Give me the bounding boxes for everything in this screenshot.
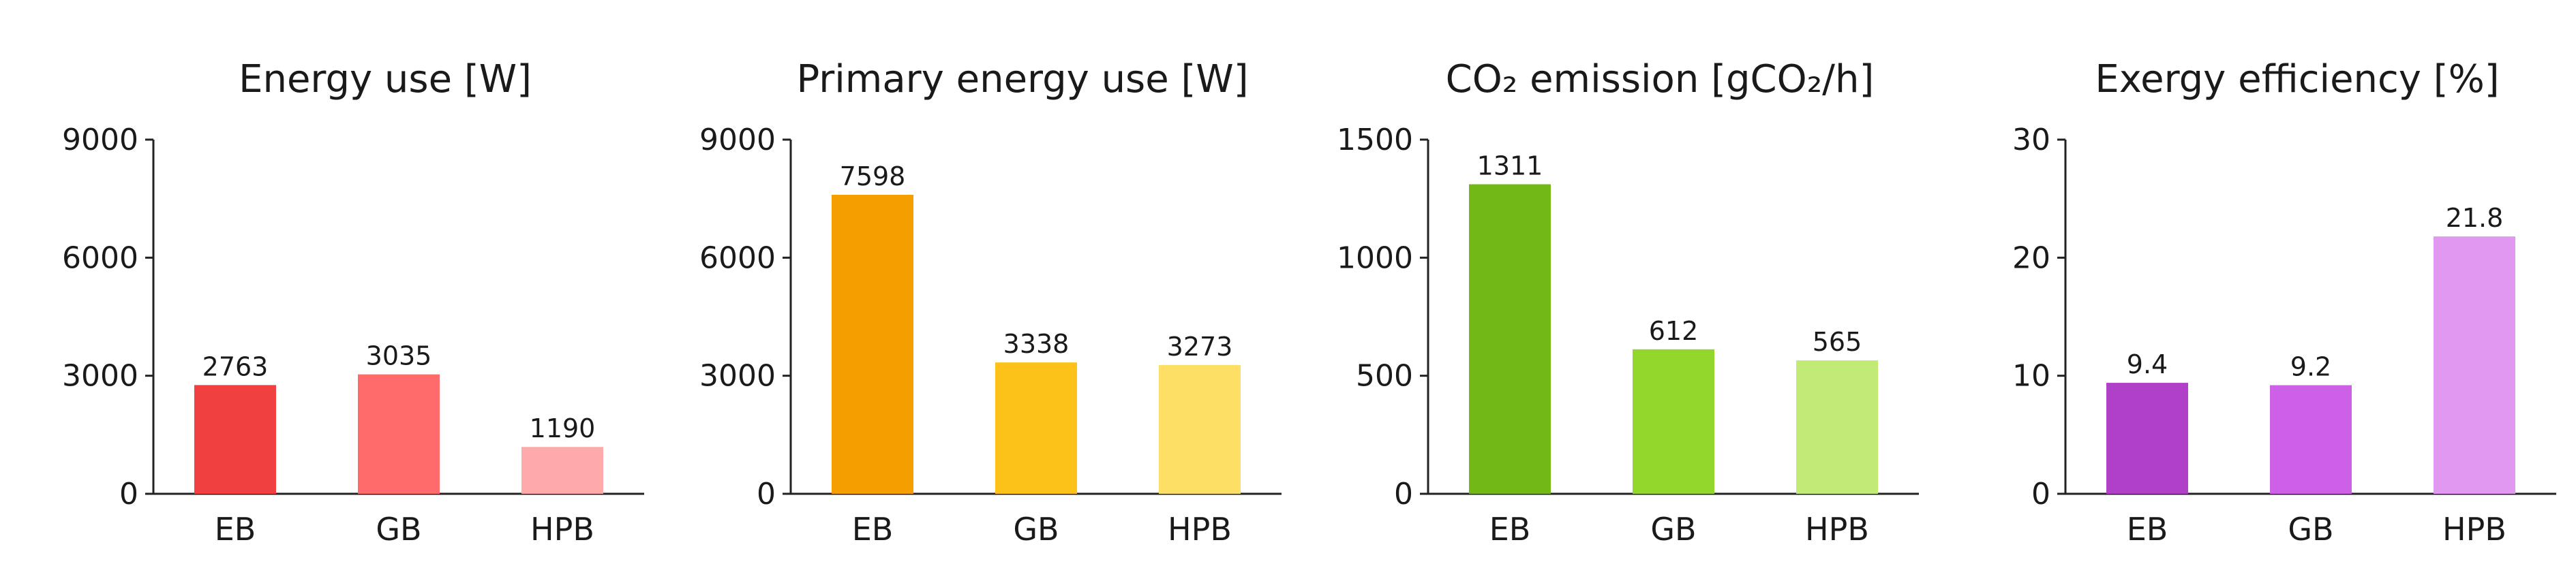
bar-value-label: 3273 xyxy=(1167,332,1233,362)
y-tick-label: 3000 xyxy=(699,359,776,394)
y-tick-label: 10 xyxy=(2012,359,2050,394)
bar-value-label: 1311 xyxy=(1477,151,1543,181)
bar-hpb xyxy=(1159,364,1241,494)
bar-eb xyxy=(832,195,913,494)
bar-gb xyxy=(1633,349,1714,494)
x-tick-label: EB xyxy=(1489,511,1531,548)
chart-panel-3: CO₂ emission [gCO₂/h] 0 500 1000 1500 1311 EB 6… xyxy=(1337,57,1919,548)
bar-gb xyxy=(358,374,440,494)
bar-value-label: 3035 xyxy=(366,341,432,371)
x-tick-label: HPB xyxy=(530,511,594,548)
bar-value-label: 9.2 xyxy=(2290,352,2331,382)
bar-hpb xyxy=(521,447,603,494)
x-tick-label: GB xyxy=(1013,511,1059,548)
x-tick-label: EB xyxy=(215,511,256,548)
y-tick-label: 1000 xyxy=(1337,240,1413,275)
bar-value-label: 3338 xyxy=(1003,329,1070,359)
x-tick-label: HPB xyxy=(1805,511,1869,548)
bar-value-label: 2763 xyxy=(202,351,269,381)
y-tick-label: 6000 xyxy=(62,240,138,275)
chart-title: Primary energy use [W] xyxy=(796,57,1248,101)
bar-value-label: 612 xyxy=(1649,316,1699,346)
y-tick-label: 3000 xyxy=(62,359,138,394)
bar-eb xyxy=(2106,383,2188,494)
y-tick-label: 0 xyxy=(2031,477,2050,512)
y-tick-label: 6000 xyxy=(699,240,776,275)
chart-panel-4: Exergy efficiency [%] 0 10 20 30 9.4 EB 9.2 GB 21… xyxy=(2012,57,2556,548)
y-tick-label: 500 xyxy=(1356,359,1413,394)
bar-eb xyxy=(1469,184,1551,494)
bar-value-label: 9.4 xyxy=(2127,349,2168,379)
x-tick-label: EB xyxy=(2127,511,2168,548)
bar-value-label: 21.8 xyxy=(2446,203,2504,233)
y-tick-label: 20 xyxy=(2012,240,2050,275)
x-tick-label: GB xyxy=(1650,511,1696,548)
x-tick-label: EB xyxy=(852,511,894,548)
x-tick-label: HPB xyxy=(2442,511,2506,548)
bar-value-label: 7598 xyxy=(840,161,906,191)
bar-hpb xyxy=(2434,236,2515,494)
bar-hpb xyxy=(1796,360,1878,494)
y-tick-label: 30 xyxy=(2012,123,2050,157)
y-tick-label: 0 xyxy=(757,477,776,512)
y-tick-label: 9000 xyxy=(699,123,776,157)
y-tick-label: 9000 xyxy=(62,123,138,157)
bar-value-label: 565 xyxy=(1813,327,1862,357)
chart-panel-1: Energy use [W] 0 3000 6000 9000 2763 EB 3035 GB 1… xyxy=(62,57,644,548)
x-tick-label: HPB xyxy=(1168,511,1232,548)
bar-value-label: 1190 xyxy=(530,413,596,443)
bar-eb xyxy=(194,385,276,494)
chart-title: Exergy efficiency [%] xyxy=(2095,57,2499,101)
y-tick-label: 0 xyxy=(119,477,138,512)
x-tick-label: GB xyxy=(376,511,421,548)
y-tick-label: 0 xyxy=(1394,477,1413,512)
chart-panel-2: Primary energy use [W] 0 3000 6000 9000 7598 E… xyxy=(699,57,1282,548)
x-tick-label: GB xyxy=(2288,511,2333,548)
bar-gb xyxy=(995,362,1077,494)
bar-gb xyxy=(2270,385,2352,494)
y-tick-label: 1500 xyxy=(1337,123,1413,157)
chart-title: CO₂ emission [gCO₂/h] xyxy=(1446,57,1875,101)
chart-title: Energy use [W] xyxy=(239,57,532,101)
